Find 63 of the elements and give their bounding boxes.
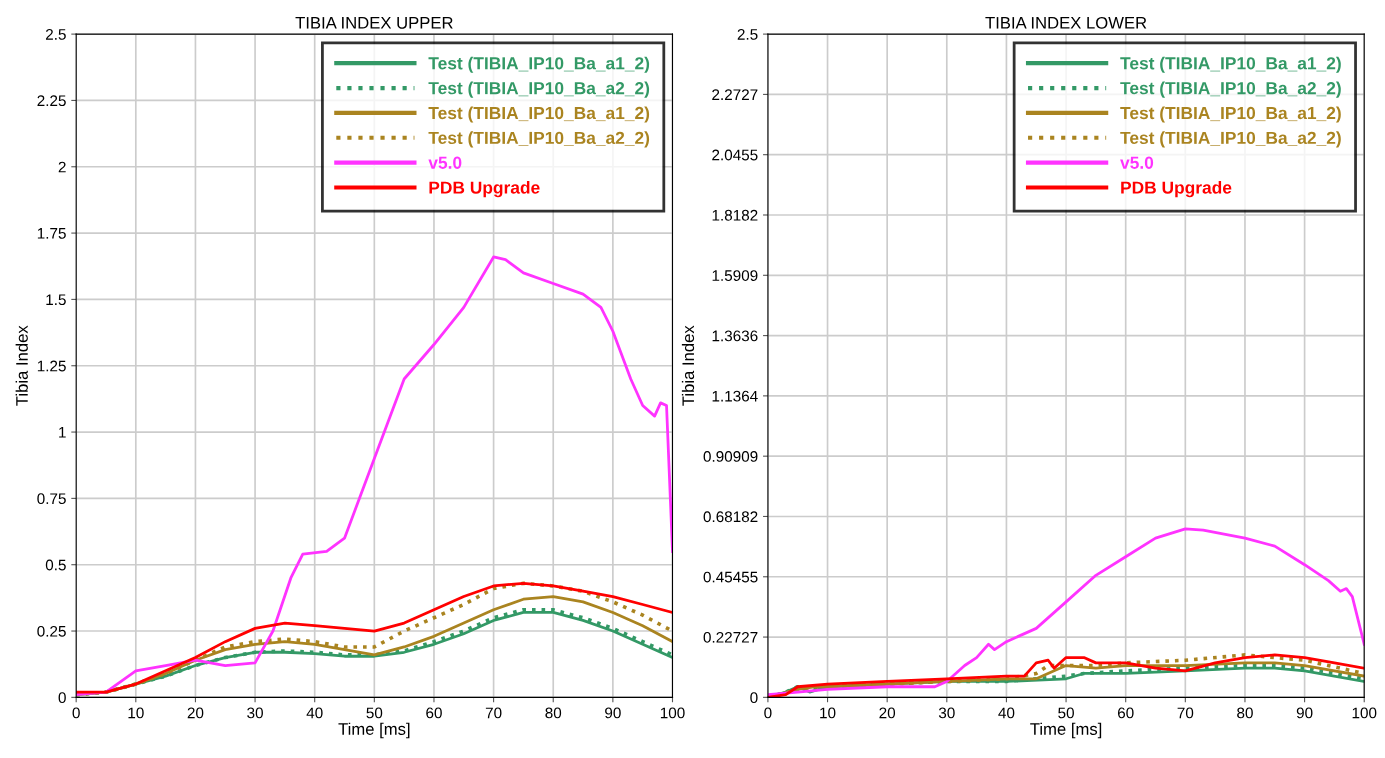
- x-tick-label: 90: [1296, 707, 1313, 719]
- y-tick-label: 1.75: [37, 228, 66, 239]
- y-tick-label: 1.25: [37, 360, 66, 372]
- legend-label: v5.0: [1120, 156, 1154, 169]
- legend-label: PDB Upgrade: [1121, 181, 1232, 198]
- x-tick-label: 0: [764, 707, 772, 719]
- x-tick-label: 20: [187, 707, 204, 719]
- y-tick-label: 2.5: [45, 28, 66, 40]
- x-tick-label: 70: [485, 707, 502, 719]
- y-tick-label: 2.25: [37, 95, 66, 107]
- y-tick-label: 0: [750, 692, 758, 704]
- legend-label: PDB Upgrade: [429, 181, 540, 198]
- y-tick-label: 2.5: [737, 28, 758, 40]
- legend-label: Test (TIBIA_IP10_Ba_a1_2): [1120, 56, 1341, 73]
- y-tick-label: 1.1364: [712, 390, 758, 402]
- x-tick-label: 10: [820, 707, 836, 719]
- legend-label: Test (TIBIA_IP10_Ba_a2_2): [428, 81, 650, 98]
- legend-label: Test (TIBIA_IP10_Ba_a1_2): [428, 106, 650, 123]
- y-tick-label: 1.3636: [712, 330, 758, 342]
- legend-label: Test (TIBIA_IP10_Ba_a1_2): [428, 56, 650, 73]
- x-tick-label: 60: [1117, 707, 1134, 719]
- x-tick-label: 90: [605, 707, 621, 719]
- y-tick-label: 1.5: [46, 294, 66, 306]
- x-tick-label: 80: [1237, 707, 1253, 719]
- y-tick-label: 0.90909: [703, 451, 758, 462]
- legend-label: Test (TIBIA_IP10_Ba_a2_2): [428, 131, 650, 148]
- legend-label: v5.0: [428, 156, 462, 169]
- legend-label: Test (TIBIA_IP10_Ba_a1_2): [1120, 106, 1341, 123]
- x-tick-label: 30: [247, 707, 263, 719]
- y-tick-label: 1: [59, 427, 66, 438]
- y-tick-label: 0.5: [45, 559, 66, 571]
- y-tick-label: 2.0455: [712, 149, 758, 161]
- y-tick-label: 1.5909: [712, 270, 758, 281]
- x-tick-label: 50: [366, 707, 383, 719]
- y-tick-label: 0.68182: [703, 511, 758, 523]
- x-tick-label: 70: [1177, 707, 1194, 719]
- x-tick-label: 30: [938, 707, 955, 719]
- y-axis-title: Tibia Index: [15, 325, 28, 406]
- x-tick-label: 10: [128, 707, 144, 719]
- y-tick-label: 0.25: [37, 625, 66, 637]
- legend-label: Test (TIBIA_IP10_Ba_a2_2): [1120, 81, 1341, 98]
- y-tick-label: 0: [58, 692, 66, 704]
- y-tick-label: 0.22727: [703, 631, 758, 643]
- x-tick-label: 100: [1352, 707, 1377, 719]
- y-tick-label: 2.2727: [712, 89, 758, 100]
- x-tick-label: 40: [306, 707, 323, 719]
- x-tick-label: 80: [545, 707, 562, 719]
- x-tick-label: 40: [998, 707, 1015, 719]
- y-axis-title: Tibia Index: [681, 325, 695, 406]
- y-tick-label: 1.8182: [712, 209, 758, 221]
- legend-label: Test (TIBIA_IP10_Ba_a2_2): [1120, 131, 1341, 148]
- x-tick-label: 60: [426, 707, 442, 719]
- y-tick-label: 0.75: [37, 493, 66, 505]
- y-tick-label: 2: [58, 161, 66, 173]
- chart-title: TIBIA INDEX UPPER: [295, 17, 453, 29]
- x-tick-label: 20: [879, 707, 896, 719]
- x-tick-label: 50: [1058, 707, 1074, 719]
- x-tick-label: 0: [72, 707, 80, 719]
- x-tick-label: 100: [660, 707, 685, 719]
- x-axis-title: Time [ms]: [1030, 722, 1102, 739]
- chart-title: TIBIA INDEX LOWER: [985, 16, 1147, 29]
- x-axis-title: Time [ms]: [338, 722, 410, 739]
- y-tick-label: 0.45455: [703, 571, 758, 583]
